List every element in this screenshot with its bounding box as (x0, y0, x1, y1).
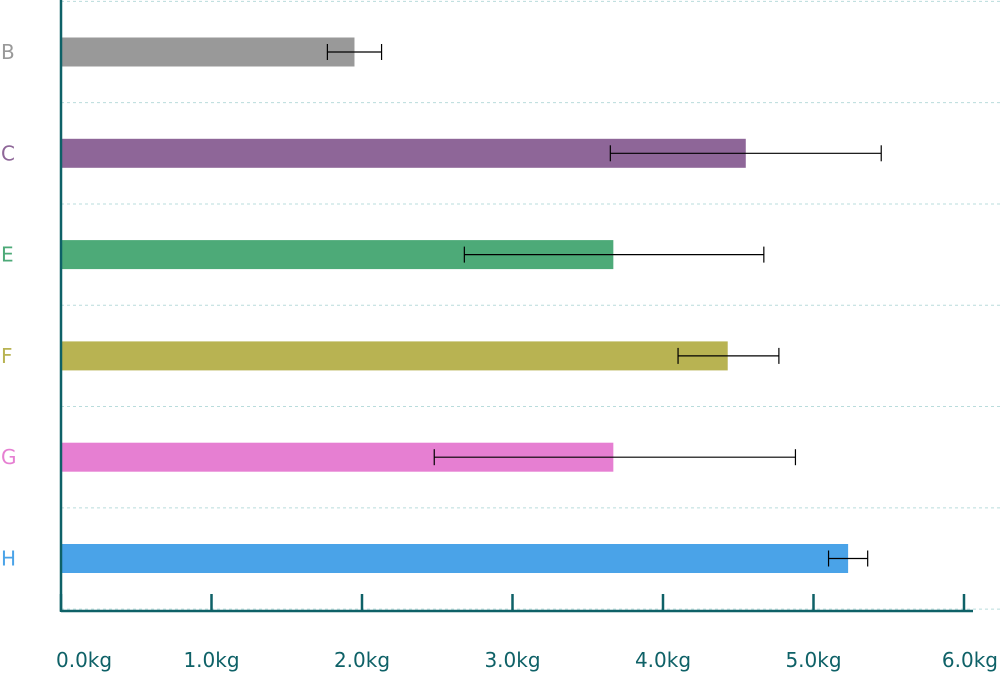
category-label-c: C (1, 141, 15, 165)
x-tick-label: 2.0kg (334, 648, 390, 672)
grid-lines (61, 0, 1000, 610)
labels: B C E F G H 0.0kg 1.0kg 2.0kg 3.0kg 4.0kg 5.0kg 6.0k… (1, 40, 998, 672)
category-label-e: E (1, 243, 14, 267)
x-tick-label: 0.0kg (56, 648, 112, 672)
category-label-h: H (1, 547, 16, 571)
bars (61, 37, 849, 573)
x-tick-label: 4.0kg (635, 648, 691, 672)
bar-h (61, 544, 849, 573)
bar-f (61, 341, 728, 371)
x-tick-label: 1.0kg (183, 648, 239, 672)
error-bars (326, 44, 882, 567)
category-label-b: B (1, 40, 15, 64)
axes (59, 0, 973, 613)
category-label-g: G (1, 445, 17, 469)
category-label-f: F (1, 344, 13, 368)
x-tick-label: 3.0kg (484, 648, 540, 672)
bar-b (61, 37, 355, 67)
x-tick-label: 5.0kg (785, 648, 841, 672)
x-tick-label: 6.0kg (942, 648, 998, 672)
